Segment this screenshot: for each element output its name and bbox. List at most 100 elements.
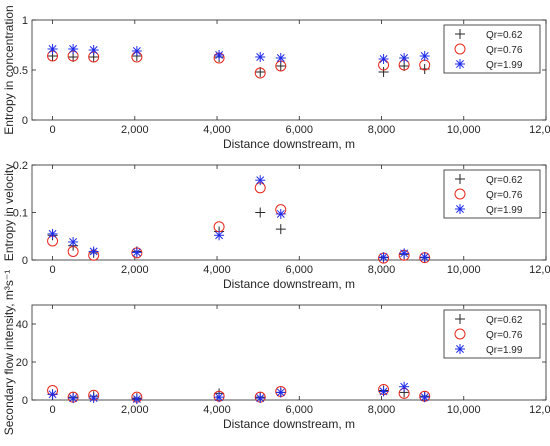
data-point (455, 174, 465, 184)
data-point (419, 51, 430, 61)
data-point (275, 208, 286, 219)
x-ticks: 0 2,000 4,000 6,000 8,000 10,000 12,000 (49, 305, 550, 416)
y-axis-label: Entropy in concentration (2, 5, 16, 134)
x-tick-label: 12,000 (529, 404, 550, 416)
y-tick-label: 0.1 (13, 208, 28, 220)
data-point (131, 247, 142, 258)
data-point (255, 52, 266, 62)
x-tick-label: 0 (49, 264, 55, 276)
legend-label: Qr=0.62 (486, 30, 523, 41)
legend-item-qr199: Qr=1.99 (455, 344, 523, 356)
legend-label: Qr=1.99 (486, 60, 523, 71)
panel-entropy-velocity: 0 0.1 0.2 0 2,000 4,000 6,000 8,000 10,000 12,00… (2, 160, 550, 291)
x-tick-label: 4,000 (203, 264, 231, 276)
data-point (255, 393, 266, 404)
x-ticks: 0 2,000 4,000 6,000 8,000 10,000 12,000 (49, 165, 550, 276)
data-point (275, 224, 286, 235)
legend-label: Qr=0.62 (486, 175, 523, 186)
data-point (399, 53, 410, 63)
x-tick-label: 4,000 (203, 404, 231, 416)
data-point (454, 43, 466, 55)
legend: Qr=0.62 Qr=0.76 Qr=1.99 (443, 169, 541, 219)
legend-label: Qr=0.76 (486, 190, 523, 201)
data-point (378, 54, 389, 64)
series-asterisk (47, 44, 430, 64)
y-ticks: 00.51 (13, 15, 546, 127)
data-point (47, 44, 58, 54)
legend-label: Qr=0.76 (486, 45, 523, 56)
x-axis-label: Distance downstream, m (223, 137, 355, 151)
data-point (214, 50, 225, 60)
x-tick-label: 6,000 (286, 124, 314, 136)
data-point (275, 53, 286, 63)
data-point (455, 29, 465, 39)
y-tick-label: 1 (22, 15, 28, 27)
data-point (88, 246, 99, 257)
y-tick-label: 40 (16, 319, 28, 331)
data-marks (47, 175, 431, 264)
y-tick-label: 20 (16, 357, 28, 369)
x-tick-label: 12,000 (529, 124, 550, 136)
x-tick-label: 0 (49, 124, 55, 136)
data-point (378, 252, 389, 263)
panel-entropy-concentration: 00.51 02,0004,0006,0008,00010,00012,000 … (2, 5, 550, 151)
data-point (68, 236, 79, 247)
x-tick-label: 12,000 (529, 264, 550, 276)
y-tick-label: 0 (22, 115, 28, 127)
x-tick-label: 6,000 (286, 404, 314, 416)
data-point (68, 44, 79, 54)
legend: Qr=0.62 Qr=0.76 Qr=1.99 (443, 24, 541, 74)
legend: Qr=0.62 Qr=0.76 Qr=1.99 (443, 309, 541, 359)
x-axis-label: Distance downstream, m (223, 277, 355, 291)
x-tick-label: 4,000 (203, 124, 231, 136)
data-marks (47, 44, 431, 79)
data-point (131, 394, 142, 405)
x-axis-label: Distance downstream, m (223, 417, 355, 431)
legend-item-qr062: Qr=0.62 (455, 29, 523, 41)
x-tick-label: 6,000 (286, 264, 314, 276)
data-point (88, 45, 99, 55)
legend-item-qr199: Qr=1.99 (455, 204, 523, 216)
data-point (47, 389, 58, 400)
data-point (399, 248, 410, 259)
legend-label: Qr=1.99 (486, 205, 523, 216)
data-point (378, 67, 389, 77)
legend-item-qr076: Qr=0.76 (454, 43, 523, 56)
y-ticks: 0 0.1 0.2 (13, 160, 546, 267)
series-plus (47, 51, 430, 77)
data-point (419, 252, 430, 263)
series-asterisk (47, 381, 430, 405)
data-marks (47, 381, 431, 405)
x-tick-label: 8,000 (368, 124, 396, 136)
data-point (255, 175, 266, 186)
x-tick-label: 2,000 (121, 124, 149, 136)
x-tick-label: 8,000 (368, 264, 396, 276)
legend-item-qr076: Qr=0.76 (454, 188, 523, 201)
data-point (214, 392, 225, 403)
y-axis-label: Secondary flow intensity, m³s⁻¹ (2, 270, 16, 436)
legend-item-qr062: Qr=0.62 (455, 314, 523, 326)
data-point (68, 393, 79, 404)
x-tick-label: 0 (49, 404, 55, 416)
x-ticks: 0 2,000 4,000 6,000 8,000 10,000 12,000 (49, 20, 550, 136)
legend-label: Qr=1.99 (486, 345, 523, 356)
data-point (255, 67, 266, 77)
legend-item-qr199: Qr=1.99 (455, 59, 523, 71)
y-tick-label: 0.2 (13, 160, 28, 172)
data-point (47, 228, 58, 239)
y-tick-label: 0.5 (13, 65, 28, 77)
data-point (399, 381, 410, 392)
data-point (454, 328, 466, 340)
x-tick-label: 10,000 (447, 264, 481, 276)
data-point (455, 204, 465, 214)
y-tick-label: 0 (22, 255, 28, 267)
data-point (455, 344, 465, 354)
data-point (275, 387, 286, 398)
series-asterisk (47, 175, 430, 263)
x-tick-label: 10,000 (447, 124, 481, 136)
legend-item-qr076: Qr=0.76 (454, 328, 523, 341)
y-axis-label: Entropy in velocity (2, 164, 16, 261)
data-point (88, 393, 99, 404)
